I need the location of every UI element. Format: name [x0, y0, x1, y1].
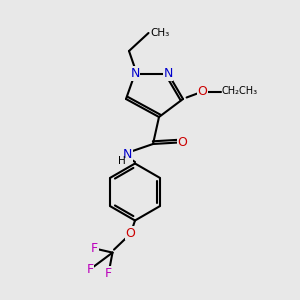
- Text: CH₂CH₃: CH₂CH₃: [222, 86, 258, 97]
- Text: N: N: [123, 148, 132, 161]
- Text: CH₃: CH₃: [150, 28, 169, 38]
- Text: F: F: [86, 262, 94, 276]
- Text: F: F: [104, 267, 112, 280]
- Text: O: O: [177, 136, 187, 149]
- Text: N: N: [130, 67, 140, 80]
- Text: F: F: [91, 242, 98, 255]
- Text: O: O: [126, 226, 135, 240]
- Text: H: H: [118, 156, 125, 166]
- Text: O: O: [198, 85, 207, 98]
- Text: N: N: [163, 67, 173, 80]
